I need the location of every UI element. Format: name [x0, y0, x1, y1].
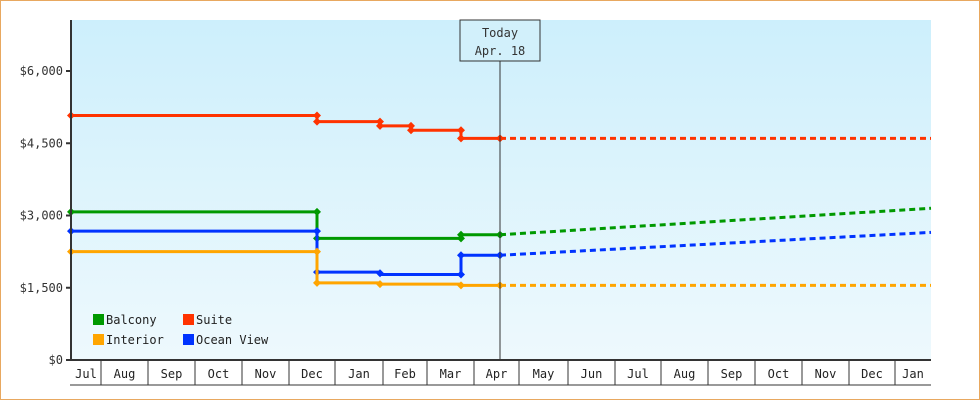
x-month-label: Jan — [902, 367, 924, 381]
legend-label: Interior — [106, 333, 164, 347]
x-month-label: Apr — [486, 367, 508, 381]
projection-line — [499, 206, 932, 237]
legend-item-ocean-view[interactable]: Ocean View — [183, 333, 269, 347]
data-point[interactable] — [313, 247, 321, 256]
data-point[interactable] — [313, 227, 321, 236]
data-point[interactable] — [376, 280, 384, 289]
data-point[interactable] — [457, 126, 465, 135]
y-tick-label: $1,500 — [20, 281, 63, 295]
y-tick-label: $3,000 — [20, 209, 63, 223]
legend-item-balcony[interactable]: Balcony — [93, 313, 157, 327]
series-suite — [67, 111, 931, 143]
legend-swatch — [93, 314, 104, 325]
x-month-label: Feb — [394, 367, 416, 381]
data-point[interactable] — [376, 117, 384, 126]
legend-item-suite[interactable]: Suite — [183, 313, 232, 327]
x-month-label: Oct — [208, 367, 230, 381]
data-point[interactable] — [457, 230, 465, 239]
data-point[interactable] — [457, 281, 465, 290]
x-month-label: Sep — [721, 367, 743, 381]
x-month-label: May — [533, 367, 555, 381]
data-point[interactable] — [407, 126, 415, 135]
x-month-label: Aug — [674, 367, 696, 381]
x-month-label: Nov — [255, 367, 277, 381]
data-point[interactable] — [376, 121, 384, 130]
x-month-label: Dec — [301, 367, 323, 381]
x-month-label: Jan — [348, 367, 370, 381]
data-point[interactable] — [457, 134, 465, 143]
x-month-label: Mar — [440, 367, 462, 381]
y-tick-label: $0 — [49, 353, 63, 367]
legend-swatch — [93, 334, 104, 345]
series-balcony — [67, 206, 932, 243]
x-month-label: Nov — [815, 367, 837, 381]
x-month-label: Oct — [768, 367, 790, 381]
legend-item-interior[interactable]: Interior — [93, 333, 164, 347]
today-label-box — [459, 19, 541, 62]
y-tick-label: $6,000 — [20, 64, 63, 78]
data-point[interactable] — [313, 117, 321, 126]
projection-line — [499, 230, 932, 257]
data-point[interactable] — [376, 269, 384, 278]
data-point[interactable] — [407, 121, 415, 130]
legend-label: Suite — [196, 313, 232, 327]
legend-swatch — [183, 314, 194, 325]
history-line — [71, 210, 500, 240]
x-month-label: Jul — [627, 367, 649, 381]
plot-area — [71, 20, 931, 360]
y-tick-label: $4,500 — [20, 136, 63, 150]
x-month-label: Jul — [75, 367, 97, 381]
x-month-label: Aug — [114, 367, 136, 381]
legend-label: Balcony — [106, 313, 157, 327]
data-point[interactable] — [457, 251, 465, 260]
data-point[interactable] — [457, 270, 465, 279]
x-month-label: Sep — [161, 367, 183, 381]
x-month-label: Jun — [581, 367, 603, 381]
data-point[interactable] — [313, 207, 321, 216]
legend-swatch — [183, 334, 194, 345]
data-point[interactable] — [313, 111, 321, 120]
today-label: Today — [482, 26, 518, 40]
today-date: Apr. 18 — [475, 44, 526, 58]
series-interior — [67, 247, 931, 290]
data-point[interactable] — [313, 278, 321, 287]
x-month-label: Dec — [861, 367, 883, 381]
legend-label: Ocean View — [196, 333, 269, 347]
